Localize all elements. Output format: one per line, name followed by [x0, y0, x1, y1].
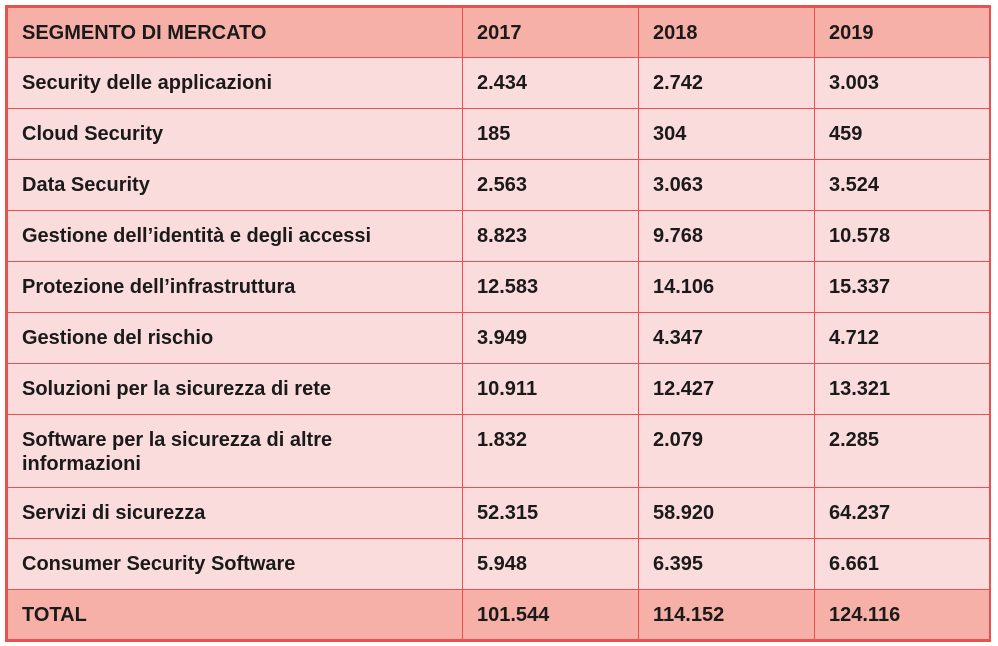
value-cell-2018: 304 — [638, 108, 815, 160]
value-cell-2019: 4.712 — [814, 312, 990, 364]
segment-cell: Gestione del rischio — [7, 312, 463, 364]
table-row: Protezione dell’infrastruttura 12.583 14… — [7, 261, 990, 313]
segment-cell: Servizi di sicurezza — [7, 487, 463, 539]
value-cell-2018: 14.106 — [638, 261, 815, 313]
total-label: TOTAL — [7, 589, 463, 640]
market-segment-table: SEGMENTO DI MERCATO 2017 2018 2019 Secur… — [7, 7, 990, 640]
table-body: Security delle applicazioni 2.434 2.742 … — [7, 57, 990, 590]
value-cell-2018: 9.768 — [638, 210, 815, 262]
value-cell-2017: 185 — [462, 108, 639, 160]
table-header: SEGMENTO DI MERCATO 2017 2018 2019 — [7, 7, 990, 58]
segment-cell: Soluzioni per la sicurezza di rete — [7, 363, 463, 415]
value-cell-2017: 52.315 — [462, 487, 639, 539]
total-2019: 124.116 — [814, 589, 990, 640]
segment-cell: Gestione dell’identità e degli accessi — [7, 210, 463, 262]
value-cell-2017: 2.563 — [462, 159, 639, 211]
value-cell-2019: 13.321 — [814, 363, 990, 415]
table-row: Gestione dell’identità e degli accessi 8… — [7, 210, 990, 262]
value-cell-2017: 2.434 — [462, 57, 639, 109]
header-2018: 2018 — [638, 7, 815, 58]
header-segment: SEGMENTO DI MERCATO — [7, 7, 463, 58]
segment-cell: Security delle applicazioni — [7, 57, 463, 109]
segment-cell: Cloud Security — [7, 108, 463, 160]
segment-cell: Consumer Security Software — [7, 538, 463, 590]
value-cell-2018: 3.063 — [638, 159, 815, 211]
table-row: Data Security 2.563 3.063 3.524 — [7, 159, 990, 211]
table-row: Gestione del rischio 3.949 4.347 4.712 — [7, 312, 990, 364]
market-segment-table-frame: SEGMENTO DI MERCATO 2017 2018 2019 Secur… — [5, 5, 991, 642]
header-2019: 2019 — [814, 7, 990, 58]
value-cell-2018: 2.742 — [638, 57, 815, 109]
segment-cell: Data Security — [7, 159, 463, 211]
value-cell-2017: 3.949 — [462, 312, 639, 364]
total-row: TOTAL 101.544 114.152 124.116 — [7, 589, 990, 640]
total-2018: 114.152 — [638, 589, 815, 640]
header-row: SEGMENTO DI MERCATO 2017 2018 2019 — [7, 7, 990, 58]
table-row: Servizi di sicurezza 52.315 58.920 64.23… — [7, 487, 990, 539]
table-row: Consumer Security Software 5.948 6.395 6… — [7, 538, 990, 590]
value-cell-2018: 6.395 — [638, 538, 815, 590]
header-2017: 2017 — [462, 7, 639, 58]
value-cell-2019: 6.661 — [814, 538, 990, 590]
value-cell-2017: 8.823 — [462, 210, 639, 262]
value-cell-2018: 58.920 — [638, 487, 815, 539]
value-cell-2018: 4.347 — [638, 312, 815, 364]
value-cell-2019: 2.285 — [814, 414, 990, 488]
value-cell-2017: 1.832 — [462, 414, 639, 488]
value-cell-2017: 12.583 — [462, 261, 639, 313]
table-footer: TOTAL 101.544 114.152 124.116 — [7, 589, 990, 640]
value-cell-2019: 459 — [814, 108, 990, 160]
table-row: Software per la sicurezza di altre infor… — [7, 414, 990, 488]
value-cell-2018: 2.079 — [638, 414, 815, 488]
value-cell-2019: 3.524 — [814, 159, 990, 211]
value-cell-2017: 10.911 — [462, 363, 639, 415]
segment-cell: Protezione dell’infrastruttura — [7, 261, 463, 313]
table-row: Security delle applicazioni 2.434 2.742 … — [7, 57, 990, 109]
value-cell-2018: 12.427 — [638, 363, 815, 415]
total-2017: 101.544 — [462, 589, 639, 640]
value-cell-2017: 5.948 — [462, 538, 639, 590]
value-cell-2019: 15.337 — [814, 261, 990, 313]
value-cell-2019: 3.003 — [814, 57, 990, 109]
table-row: Cloud Security 185 304 459 — [7, 108, 990, 160]
segment-cell: Software per la sicurezza di altre infor… — [7, 414, 463, 488]
value-cell-2019: 10.578 — [814, 210, 990, 262]
value-cell-2019: 64.237 — [814, 487, 990, 539]
table-row: Soluzioni per la sicurezza di rete 10.91… — [7, 363, 990, 415]
